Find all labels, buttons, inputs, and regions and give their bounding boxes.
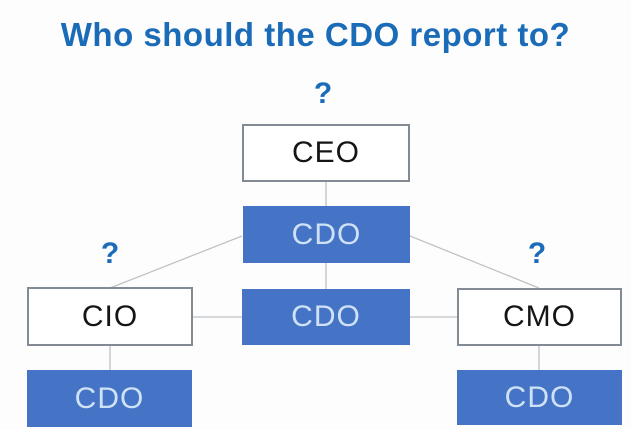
question-mark-above-cmo: ? bbox=[527, 237, 547, 270]
page-title: Who should the CDO report to? bbox=[60, 16, 571, 53]
question-mark-above-ceo: ? bbox=[313, 77, 333, 110]
question-mark-above-cio: ? bbox=[100, 237, 120, 270]
node-cio: CIO bbox=[27, 287, 193, 346]
node-ceo: CEO bbox=[242, 124, 410, 182]
node-cmo: CMO bbox=[457, 288, 622, 346]
connector-cdo-cmo bbox=[409, 235, 540, 289]
node-cdo-under-cio: CDO bbox=[27, 370, 192, 427]
node-cdo-under-ceo: CDO bbox=[243, 206, 410, 263]
node-cdo-under-cmo: CDO bbox=[457, 370, 622, 425]
node-cdo-center: CDO bbox=[242, 289, 410, 345]
connector-cdo-cio bbox=[109, 235, 243, 289]
